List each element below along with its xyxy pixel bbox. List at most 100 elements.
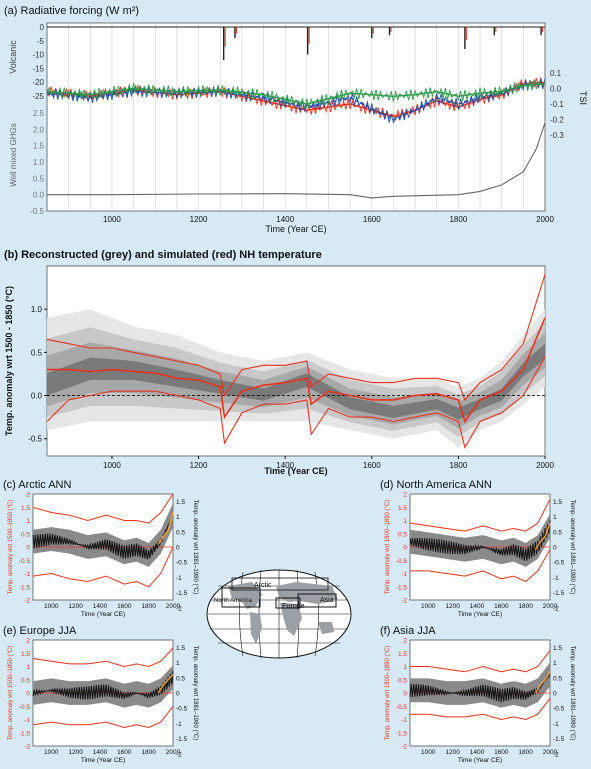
regional-right-tick-label: -2 [176,605,182,612]
simulated-series-line [46,274,546,401]
panel-b-xlabel: Time (Year CE) [264,466,327,476]
regional-xlabel: Time (Year CE) [458,757,502,764]
regional-simulated-upper [410,650,551,673]
regional-left-tick-label: -2 [401,744,407,751]
regional-left-tick-label: -1 [24,717,30,724]
regional-right-tick-label: 0 [553,545,557,552]
regional-title: (f) Asia JJA [380,625,436,637]
panel-a-gridlines [68,23,524,211]
regional-x-tick-label: 1000 [44,603,59,610]
tsi-series-line [46,79,546,109]
map-label-north-america: North America [214,598,253,604]
regional-simulated-upper [32,647,174,668]
volcanic-axis-label: Volcanic [8,40,18,74]
x-tick-label: 1800 [449,215,467,224]
regional-left-tick-label: 0.5 [398,677,407,684]
regional-right-tick-label: -0.5 [553,560,565,567]
panel-a-axes: 0 -5 -10 -15 -20 -25 0.1 0.0 -0.1 -0.2 -0.3 2.5 2.0 1… [30,23,564,224]
regional-simulated-lower [410,697,551,721]
regional-right-tick-label: 1 [176,660,180,667]
regional-title: (c) Arctic ANN [3,479,72,491]
regional-left-tick-label: 1 [26,518,30,525]
regional-right-ylabel: Temp. anomaly wrt 1881–1980 (°C) [569,646,575,740]
regional-x-tick-label: 2000 [166,603,181,610]
tsi-series-group [46,77,546,124]
regional-right-tick-label: -0.5 [176,560,188,567]
regional-left-tick-label: -1 [401,571,407,578]
regional-right-tick-label: 1.5 [553,499,562,506]
regional-right-ylabel: Temp. anomaly wrt 1881–1980 (°C) [192,646,198,740]
x-tick-label: 1400 [276,215,294,224]
regional-right-tick-label: 1.5 [176,499,185,506]
regional-right-tick-label: 1 [176,514,180,521]
volcanic-tick-label: -20 [32,78,44,87]
regional-xlabel: Time (Year CE) [81,611,125,618]
regional-right-tick-label: -1.5 [176,590,188,597]
regional-left-tick-label: -1 [401,717,407,724]
regional-x-tick-label: 2000 [543,603,558,610]
regional-left-ylabel: Temp. anomaly wrt 1500–1850 (°C) [385,646,391,740]
regional-left-tick-label: -2 [401,598,407,605]
regional-right-tick-label: -2 [176,751,182,758]
regional-xlabel: Time (Year CE) [81,757,125,764]
regional-right-tick-label: -2 [553,751,559,758]
regional-x-tick-label: 1800 [518,749,533,756]
regional-left-tick-label: -1 [24,571,30,578]
regional-x-tick-label: 2000 [166,749,181,756]
regional-left-tick-label: 2 [403,638,407,645]
regional-right-tick-label: -1 [553,721,559,728]
map-label-europe: Europe [282,603,305,610]
regional-x-tick-label: 1200 [68,749,83,756]
regional-x-tick-label: 1400 [93,749,108,756]
regional-reconstruction-line [409,520,551,561]
regional-right-tick-label: 0 [176,545,180,552]
regional-left-tick-label: -1.5 [19,584,31,591]
panel-b-axes: 1.0 0.5 0.0 -0.5 1000 1200 1400 1600 1800 2000 [28,305,554,470]
regional-x-tick-label: 1200 [68,603,83,610]
regional-left-tick-label: 0 [403,545,407,552]
regional-left-tick-label: 1.5 [398,505,407,512]
regional-left-tick-label: 1 [26,664,30,671]
regional-x-tick-label: 1000 [44,749,59,756]
ghg-tick-label: -0.5 [30,207,44,216]
regional-x-tick-label: 1400 [470,603,485,610]
regional-left-tick-label: 1 [403,518,407,525]
regional-left-tick-label: 1.5 [21,505,30,512]
regional-reconstruction-line [32,515,174,560]
ghg-tick-label: 2.0 [33,125,45,134]
regional-reconstruction-line [409,673,551,703]
regional-reconstruction-line [32,670,174,700]
regional-x-tick-label: 1600 [117,749,132,756]
regional-left-ylabel: Temp. anomaly wrt 1500–1850 (°C) [8,646,14,740]
ghg-axis-label: Well mixed GHGs [9,123,18,186]
regional-right-ylabel: Temp. anomaly wrt 1881–1980 (°C) [569,500,575,594]
regional-right-tick-label: 1.5 [176,645,185,652]
simulated-series-line [46,356,546,449]
simulated-nh-series-group [46,274,546,449]
volcanic-forcing-series [47,26,545,61]
x-tick-label: 1000 [103,215,121,224]
y-tick-label: -0.5 [28,435,42,444]
volcanic-tick-label: -15 [32,64,44,73]
regional-right-ylabel: Temp. anomaly wrt 1881–1980 (°C) [192,500,198,594]
regional-left-tick-label: 0.5 [21,531,30,538]
x-tick-label: 1800 [449,461,467,470]
regional-right-tick-label: -1.5 [176,736,188,743]
regional-reconstruction-band [410,662,550,708]
regional-left-tick-label: 0 [403,691,407,698]
regional-title: (e) Europe JJA [3,625,77,637]
regional-x-tick-label: 1800 [518,603,533,610]
region-map: Arctic North America Europe Asia [206,569,352,659]
map-region-boxes [221,577,337,609]
y-tick-label: 1.0 [31,305,43,314]
panel-c: (c) Arctic ANN21.510.50-0.5-1-1.5-21.510… [3,479,198,618]
regional-left-tick-label: -2 [24,744,30,751]
regional-x-tick-label: 1600 [494,749,509,756]
regional-left-tick-label: -1.5 [396,730,408,737]
regional-right-tick-label: -2 [553,605,559,612]
volcanic-tick-label: 0 [40,23,45,32]
regional-left-ylabel: Temp. anomaly wrt 1500–1850 (°C) [8,500,14,594]
y-tick-label: 0.5 [31,348,43,357]
regional-simulated-lower [410,549,551,583]
